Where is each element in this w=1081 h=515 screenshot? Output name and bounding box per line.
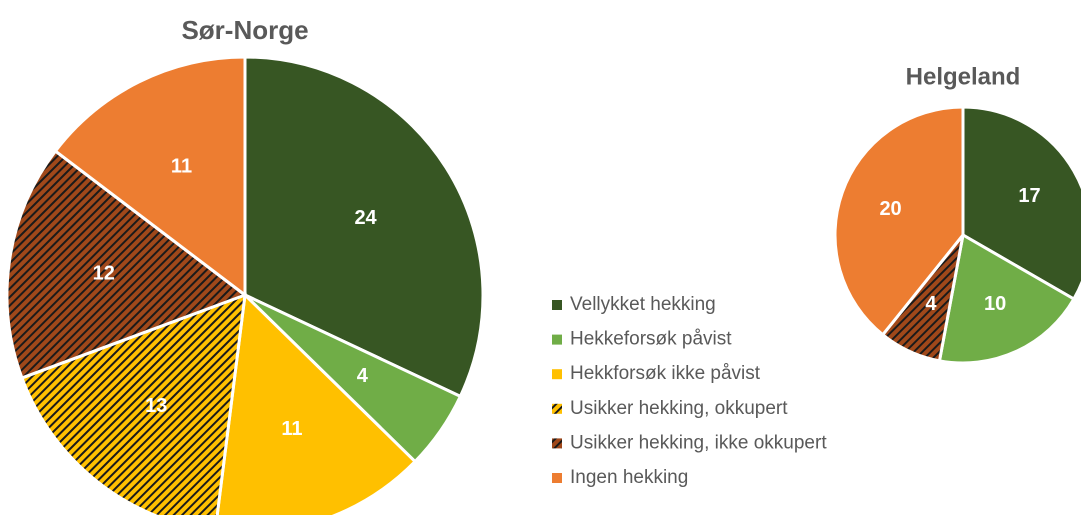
chart-title: Helgeland [906, 63, 1021, 90]
data-label: 13 [145, 395, 167, 417]
legend-label: Vellykket hekking [570, 294, 716, 315]
legend-label: Usikker hekking, ikke okkupert [570, 432, 827, 453]
legend-label: Ingen hekking [570, 467, 688, 488]
legend-swatch [552, 403, 562, 414]
data-label: 11 [171, 155, 192, 177]
pie-slice [5, 149, 249, 380]
pie-slice [53, 55, 247, 299]
data-label: 12 [93, 262, 115, 284]
legend-label: Hekkeforsøk påvist [570, 329, 732, 350]
pie-slice [19, 292, 247, 515]
data-label: 4 [925, 293, 937, 315]
legend-swatch [552, 369, 562, 380]
legend-swatch [552, 473, 562, 483]
legend-label: Hekkforsøk ikke påvist [570, 363, 761, 384]
legend-swatch [552, 438, 562, 449]
legend-label: Usikker hekking, okkupert [570, 398, 788, 419]
data-label: 20 [879, 198, 901, 220]
data-label: 4 [357, 365, 369, 387]
legend-swatch [552, 334, 562, 345]
data-label: 11 [281, 418, 302, 440]
data-label: 24 [354, 207, 377, 229]
pie-slice [833, 105, 965, 337]
chart-title: Sør-Norge [181, 15, 308, 45]
pie-slice [215, 291, 418, 515]
pie-slice [243, 55, 485, 399]
pie-slice [937, 232, 1076, 365]
legend-swatch [552, 300, 562, 310]
data-label: 10 [984, 293, 1006, 315]
data-label: 17 [1018, 185, 1040, 207]
